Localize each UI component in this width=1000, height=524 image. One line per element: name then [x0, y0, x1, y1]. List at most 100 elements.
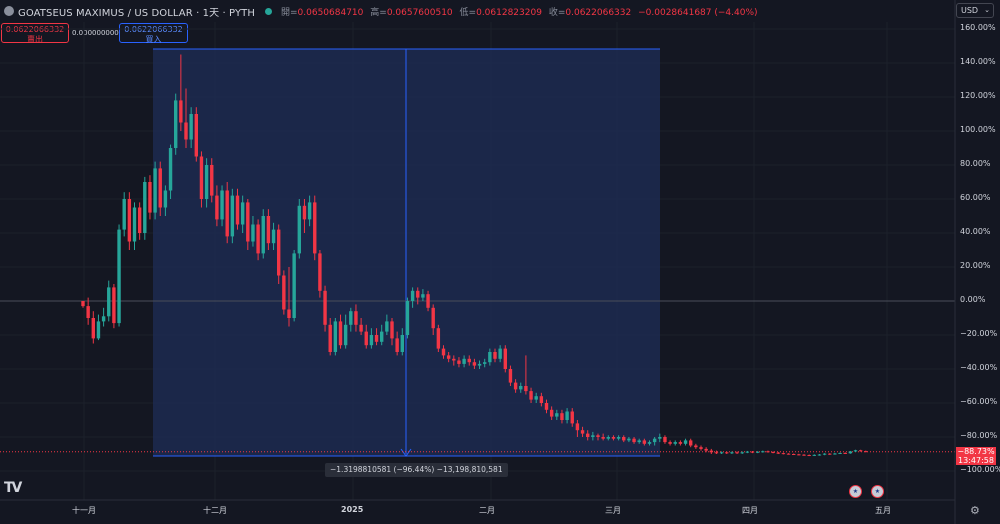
candle — [725, 452, 729, 454]
candle — [333, 321, 338, 352]
us-flag-event-icon[interactable]: ★ — [849, 485, 862, 498]
candle — [426, 294, 430, 308]
currency-value: USD — [961, 6, 979, 15]
price-axis-tick-label: 0.00% — [960, 295, 986, 304]
candle — [513, 382, 518, 390]
candle — [771, 451, 775, 453]
candle — [416, 290, 420, 298]
candle — [297, 205, 301, 254]
candle — [313, 202, 317, 254]
candle — [189, 114, 193, 140]
time-axis-tick-label: 四月 — [742, 506, 758, 515]
candle — [714, 452, 719, 454]
candle — [668, 442, 672, 444]
buy-button[interactable]: 0.0622066332 買入 — [119, 23, 188, 44]
candle — [369, 335, 374, 346]
candle — [776, 452, 780, 454]
candle — [539, 396, 544, 403]
candle — [184, 122, 188, 140]
candle — [683, 440, 688, 444]
candle — [81, 301, 85, 307]
candle — [817, 454, 822, 456]
candle — [225, 190, 229, 237]
candle — [735, 452, 739, 454]
measure-arrow-head — [400, 448, 412, 457]
candle — [240, 202, 245, 225]
candle — [565, 411, 569, 420]
price-axis-tick-label: −40.00% — [960, 363, 998, 372]
candle — [122, 199, 126, 230]
candle — [647, 442, 652, 444]
tradingview-logo-icon[interactable]: TV — [4, 480, 22, 496]
candle — [493, 352, 497, 359]
candle — [786, 453, 791, 455]
candle — [328, 324, 332, 352]
gear-icon[interactable]: ⚙ — [970, 504, 980, 517]
price-axis-tick-label: −100.00% — [960, 465, 1000, 474]
candle — [570, 411, 574, 424]
candle — [699, 447, 703, 449]
candle — [622, 437, 626, 441]
buy-price: 0.0622066332 — [124, 25, 183, 34]
candle — [596, 435, 600, 437]
candle — [287, 309, 291, 318]
candle — [673, 442, 677, 444]
candle — [374, 335, 379, 342]
candle — [457, 360, 461, 364]
sell-button[interactable]: 0.0622066332 賣出 — [1, 23, 69, 44]
candle — [658, 437, 662, 439]
time-axis-tick-label: 二月 — [479, 506, 495, 515]
time-axis-tick-label: 五月 — [875, 506, 891, 515]
price-axis-tick-label: 80.00% — [960, 159, 991, 168]
candle — [266, 216, 271, 244]
candle — [508, 369, 513, 383]
candle — [292, 253, 296, 318]
price-axis-tick-label: 20.00% — [960, 261, 991, 270]
ohlc-open-label: 開= — [280, 7, 298, 18]
candle — [343, 324, 348, 346]
spread-value: 0.0000000000 — [72, 29, 124, 37]
time-axis-tick-label: 2025 — [341, 505, 364, 514]
ohlc-open-value: 0.0650684710 — [297, 7, 364, 18]
candle — [745, 451, 750, 453]
us-flag-event-icon[interactable]: ★ — [871, 485, 884, 498]
candle — [719, 452, 724, 454]
candle — [591, 435, 595, 437]
candle — [858, 450, 863, 452]
price-axis-tick-label: 160.00% — [960, 23, 996, 32]
candle — [472, 362, 477, 366]
candle — [86, 306, 90, 318]
candle — [524, 386, 528, 392]
candle — [282, 275, 286, 310]
candle — [452, 358, 456, 361]
candle — [251, 224, 255, 242]
symbol-title[interactable]: GOATSEUS MAXIMUS / US DOLLAR · 1天 · PYTH — [18, 7, 255, 19]
market-status-dot-icon[interactable] — [264, 7, 272, 15]
candle — [210, 165, 214, 196]
candle — [91, 318, 95, 339]
candle — [833, 453, 837, 455]
candle — [174, 100, 178, 148]
candle — [246, 202, 250, 242]
candle — [199, 156, 204, 199]
candle — [606, 437, 610, 439]
candle — [704, 448, 708, 451]
candle — [220, 190, 224, 220]
candle — [549, 409, 554, 417]
candle — [235, 195, 240, 225]
candle — [194, 114, 198, 157]
candle — [838, 452, 842, 454]
candle — [529, 391, 533, 400]
candle — [694, 445, 698, 448]
candle — [627, 438, 631, 441]
candle — [807, 455, 811, 457]
candle — [107, 287, 111, 317]
candle — [354, 311, 358, 325]
currency-select[interactable]: USD ⌄ — [956, 3, 994, 18]
candle — [441, 348, 446, 356]
candle — [158, 168, 162, 208]
candle — [96, 321, 101, 339]
candle — [689, 440, 693, 446]
candle — [740, 452, 744, 454]
